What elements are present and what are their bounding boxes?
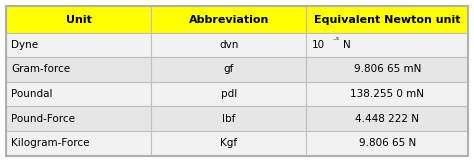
Text: gf: gf [224, 64, 234, 75]
Bar [6, 33, 151, 57]
Bar [151, 131, 306, 156]
Bar [306, 6, 468, 33]
Text: 9.806 65 mN: 9.806 65 mN [354, 64, 421, 75]
Text: Gram-force: Gram-force [11, 64, 71, 75]
Bar [6, 6, 151, 33]
Text: Poundal: Poundal [11, 89, 53, 99]
Text: 138.255 0 mN: 138.255 0 mN [350, 89, 424, 99]
Text: N: N [343, 40, 351, 50]
Text: 10: 10 [312, 40, 325, 50]
Bar [6, 106, 151, 131]
Text: dvn: dvn [219, 40, 238, 50]
Bar [151, 33, 306, 57]
Text: Pound-Force: Pound-Force [11, 114, 75, 124]
Bar [306, 82, 468, 106]
Bar [306, 57, 468, 82]
Bar [306, 33, 468, 57]
Text: lbf: lbf [222, 114, 236, 124]
Bar [306, 106, 468, 131]
Bar [6, 57, 151, 82]
Bar [151, 6, 306, 33]
Text: 9.806 65 N: 9.806 65 N [359, 138, 416, 148]
Bar [306, 131, 468, 156]
Text: Equivalent Newton unit: Equivalent Newton unit [314, 15, 461, 24]
Text: Kgf: Kgf [220, 138, 237, 148]
Bar [6, 82, 151, 106]
Text: Dyne: Dyne [11, 40, 38, 50]
Text: pdl: pdl [221, 89, 237, 99]
Bar [151, 82, 306, 106]
Text: Kilogram-Force: Kilogram-Force [11, 138, 90, 148]
Text: Abbreviation: Abbreviation [189, 15, 269, 24]
Bar [6, 131, 151, 156]
Text: ⁻⁵: ⁻⁵ [332, 36, 339, 45]
Text: Unit: Unit [65, 15, 91, 24]
Bar [151, 57, 306, 82]
Text: 4.448 222 N: 4.448 222 N [356, 114, 419, 124]
Bar [151, 106, 306, 131]
